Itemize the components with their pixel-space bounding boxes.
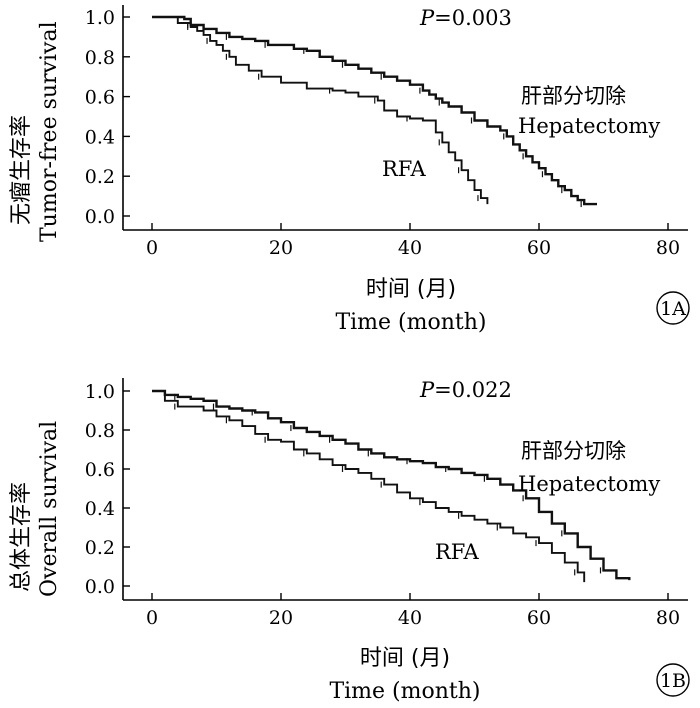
- panel-a-hepatectomy-label-cn: 肝部分切除: [521, 84, 626, 108]
- panel-b: 0 20 40 60 80 0.0 0.2 0.4 0.6 0.8 1.0 P=0.022 肝部分切…: [9, 378, 690, 704]
- panel-a-y-tick-label: 0.0: [85, 206, 115, 228]
- panel-a-y-tick-label: 0.4: [85, 126, 115, 148]
- panel-a-x-tick-label: 80: [656, 237, 680, 259]
- panel-b-y-tick-label: 1.0: [85, 381, 115, 403]
- panel-a-badge-label: 1A: [660, 298, 686, 320]
- panel-b-p-value: P=0.022: [419, 378, 512, 402]
- panel-a-x-tick-label: 60: [527, 237, 551, 259]
- panel-a-y-tick-label: 0.8: [85, 47, 115, 69]
- panel-b-y-tick-label: 0.6: [85, 459, 115, 481]
- panel-b-hepatectomy-label-en: Hepatectomy: [518, 472, 660, 496]
- panel-b-y-tick-label: 0.4: [85, 498, 115, 520]
- panel-a-hepatectomy-curve: [152, 15, 597, 206]
- panel-a-ylabel-cn: 无瘤生存率: [9, 115, 34, 225]
- panel-b-y-tick-label: 0.2: [85, 537, 115, 559]
- panel-b-x-tick-label: 40: [398, 607, 422, 629]
- panel-a-rfa-curve: [152, 16, 489, 205]
- panel-b-curves: [152, 389, 631, 583]
- panel-b-y-tick-label: 0.8: [85, 420, 115, 442]
- panel-a-badge-circle: [656, 291, 690, 325]
- panel-b-hepatectomy-label-cn: 肝部分切除: [521, 439, 626, 463]
- panel-b-x-tick-label: 60: [527, 607, 551, 629]
- panel-a-rfa-label: RFA: [382, 157, 427, 181]
- panel-a-x-tick-label: 20: [269, 237, 293, 259]
- panel-b-hepatectomy-curve: [152, 389, 631, 581]
- panel-a-p-value: P=0.003: [419, 6, 512, 30]
- panel-a-xlabel-cn: 时间 (月): [366, 277, 456, 302]
- panel-b-ylabel-cn: 总体生存率: [9, 482, 34, 592]
- panel-a-x-tick-label: 40: [398, 237, 422, 259]
- panel-a-x-tick-label: 0: [146, 237, 158, 259]
- panel-a: 0 20 40 60 80 0.0 0.2 0.4 0.6 0.8 1.0 P=0.003 肝部分切…: [9, 5, 690, 335]
- panel-a-ticks: 0 20 40 60 80 0.0 0.2 0.4 0.6 0.8 1.0: [85, 7, 680, 259]
- panel-b-x-tick-label: 0: [146, 607, 158, 629]
- panel-a-xlabel-en: Time (month): [335, 310, 486, 335]
- panel-a-y-tick-label: 0.6: [85, 87, 115, 109]
- panel-a-ylabel-en: Tumor-free survival: [37, 21, 62, 242]
- panel-b-xlabel-en: Time (month): [329, 679, 480, 704]
- panel-b-ticks: 0 20 40 60 80 0.0 0.2 0.4 0.6 0.8 1.0: [85, 381, 680, 629]
- panel-a-y-tick-label: 0.2: [85, 166, 115, 188]
- panel-a-curves: [152, 15, 597, 208]
- panel-a-y-tick-label: 1.0: [85, 7, 115, 29]
- panel-b-y-tick-label: 0.0: [85, 576, 115, 598]
- panel-b-ylabel-en: Overall survival: [37, 421, 62, 597]
- panel-b-badge-label: 1B: [660, 670, 686, 692]
- panel-b-xlabel-cn: 时间 (月): [360, 646, 450, 671]
- panel-b-x-tick-label: 20: [269, 607, 293, 629]
- panel-b-badge-circle: [656, 663, 690, 697]
- panel-b-x-tick-label: 80: [656, 607, 680, 629]
- panel-a-hepatectomy-label-en: Hepatectomy: [518, 114, 660, 138]
- panel-b-rfa-curve: [152, 390, 586, 583]
- panel-b-rfa-label: RFA: [435, 540, 480, 564]
